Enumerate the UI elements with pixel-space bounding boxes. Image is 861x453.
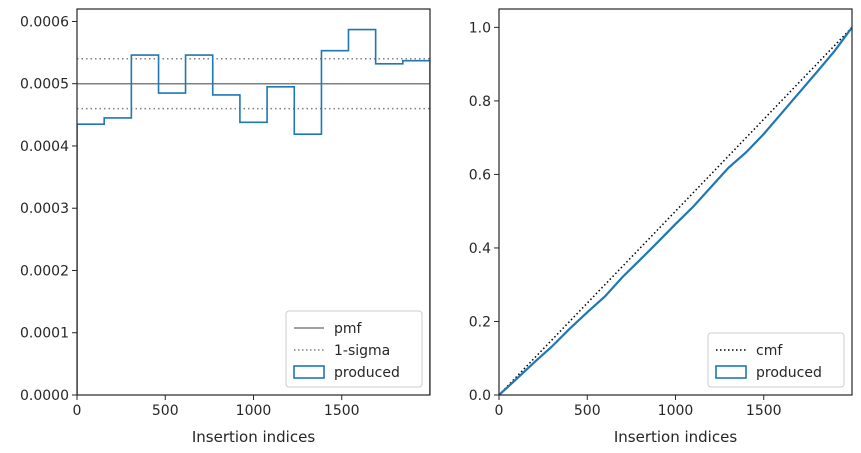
y-tick-label: 0.0001 [20, 326, 69, 342]
plot-area [499, 26, 852, 395]
legend-label: pmf [334, 321, 363, 337]
x-tick-label: 1500 [746, 403, 782, 419]
y-tick-label: 0.0 [469, 388, 491, 404]
legend-box [707, 332, 845, 388]
legend-label: produced [756, 365, 822, 381]
x-tick-label: 500 [574, 403, 601, 419]
x-tick-label: 0 [495, 403, 504, 419]
legend-swatch-produced [715, 365, 747, 379]
y-tick-label: 0.0006 [20, 14, 69, 30]
plot-area [77, 28, 430, 395]
x-tick-label: 1500 [324, 403, 360, 419]
y-tick-label: 0.2 [469, 314, 491, 330]
chart-panel-2: 0 500 1000 1500 0.0 0.2 0.4 0.6 0.8 1.0 Insertion … [469, 8, 853, 446]
y-tick-label: 0.0000 [20, 388, 69, 404]
y-tick-label: 0.4 [469, 241, 491, 257]
legend: pmf 1-sigma produced [285, 310, 423, 388]
x-axis-label: Insertion indices [614, 428, 737, 446]
y-tick-label: 1.0 [469, 20, 491, 36]
x-tick-label: 500 [152, 403, 179, 419]
y-tick-label: 0.0004 [20, 139, 69, 155]
series-produced-line [499, 26, 852, 395]
legend: cmf produced [707, 332, 845, 388]
y-tick-label: 0.0002 [20, 263, 69, 279]
y-tick-label: 0.6 [469, 167, 491, 183]
legend-box [285, 310, 423, 388]
legend-swatch-produced [293, 365, 325, 379]
legend-label: cmf [756, 343, 783, 359]
legend-label: 1-sigma [334, 343, 390, 359]
x-axis-label: Insertion indices [192, 428, 315, 446]
y-tick-label: 0.8 [469, 94, 491, 110]
y-tick-label: 0.0003 [20, 201, 69, 217]
x-tick-label: 0 [73, 403, 82, 419]
produced-step-histogram [77, 28, 430, 395]
y-tick-label: 0.0005 [20, 77, 69, 93]
legend-label: produced [334, 365, 400, 381]
chart-panel-1: 0 500 1000 1500 0.0000 0.0001 0.0002 0.0003 0.00… [20, 8, 431, 446]
x-tick-label: 1000 [658, 403, 694, 419]
x-tick-label: 1000 [236, 403, 272, 419]
series-cmf-line [499, 26, 852, 395]
